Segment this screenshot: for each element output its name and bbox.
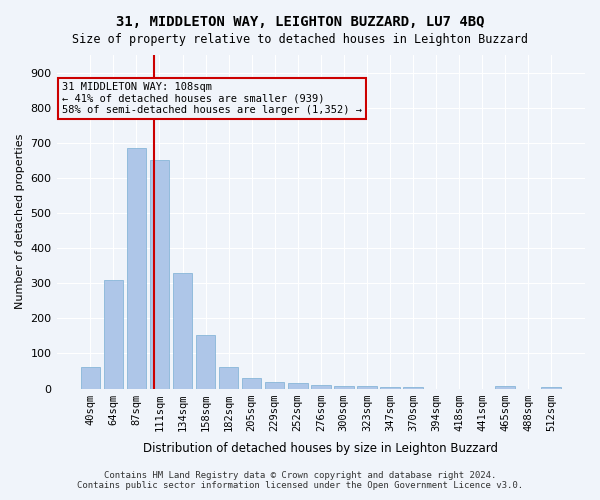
Text: 31, MIDDLETON WAY, LEIGHTON BUZZARD, LU7 4BQ: 31, MIDDLETON WAY, LEIGHTON BUZZARD, LU7… [116, 15, 484, 29]
Text: Contains HM Land Registry data © Crown copyright and database right 2024.
Contai: Contains HM Land Registry data © Crown c… [77, 470, 523, 490]
Text: Size of property relative to detached houses in Leighton Buzzard: Size of property relative to detached ho… [72, 32, 528, 46]
Bar [380, 387, 400, 388]
Bar [311, 385, 331, 388]
Bar [127, 148, 146, 388]
Bar [80, 367, 100, 388]
Bar [265, 382, 284, 388]
Bar [496, 386, 515, 388]
X-axis label: Distribution of detached houses by size in Leighton Buzzard: Distribution of detached houses by size … [143, 442, 498, 455]
Y-axis label: Number of detached properties: Number of detached properties [15, 134, 25, 310]
Bar [149, 160, 169, 388]
Bar [196, 335, 215, 388]
Bar [173, 274, 193, 388]
Bar [219, 367, 238, 388]
Bar [288, 384, 308, 388]
Text: 31 MIDDLETON WAY: 108sqm
← 41% of detached houses are smaller (939)
58% of semi-: 31 MIDDLETON WAY: 108sqm ← 41% of detach… [62, 82, 362, 115]
Bar [334, 386, 353, 388]
Bar [357, 386, 377, 388]
Bar [242, 378, 262, 388]
Bar [104, 280, 123, 388]
